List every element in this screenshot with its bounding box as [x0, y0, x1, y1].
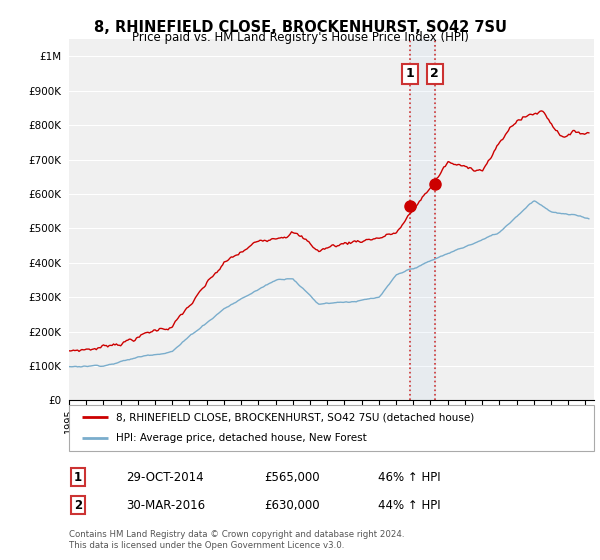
Text: 2: 2 [74, 498, 82, 512]
Bar [410, 39, 435, 400]
Text: 2: 2 [430, 67, 439, 80]
Text: £630,000: £630,000 [264, 498, 320, 512]
Text: 46% ↑ HPI: 46% ↑ HPI [378, 470, 440, 484]
Text: 29-OCT-2014: 29-OCT-2014 [126, 470, 203, 484]
FancyBboxPatch shape [69, 405, 594, 451]
Text: HPI: Average price, detached house, New Forest: HPI: Average price, detached house, New … [116, 433, 367, 444]
Text: 30-MAR-2016: 30-MAR-2016 [126, 498, 205, 512]
Text: Contains HM Land Registry data © Crown copyright and database right 2024.: Contains HM Land Registry data © Crown c… [69, 530, 404, 539]
Text: 1: 1 [74, 470, 82, 484]
Text: 8, RHINEFIELD CLOSE, BROCKENHURST, SO42 7SU: 8, RHINEFIELD CLOSE, BROCKENHURST, SO42 … [94, 20, 506, 35]
Text: 1: 1 [406, 67, 415, 80]
Text: 44% ↑ HPI: 44% ↑ HPI [378, 498, 440, 512]
Text: £565,000: £565,000 [264, 470, 320, 484]
Text: This data is licensed under the Open Government Licence v3.0.: This data is licensed under the Open Gov… [69, 542, 344, 550]
Text: 8, RHINEFIELD CLOSE, BROCKENHURST, SO42 7SU (detached house): 8, RHINEFIELD CLOSE, BROCKENHURST, SO42 … [116, 412, 475, 422]
Text: Price paid vs. HM Land Registry's House Price Index (HPI): Price paid vs. HM Land Registry's House … [131, 31, 469, 44]
